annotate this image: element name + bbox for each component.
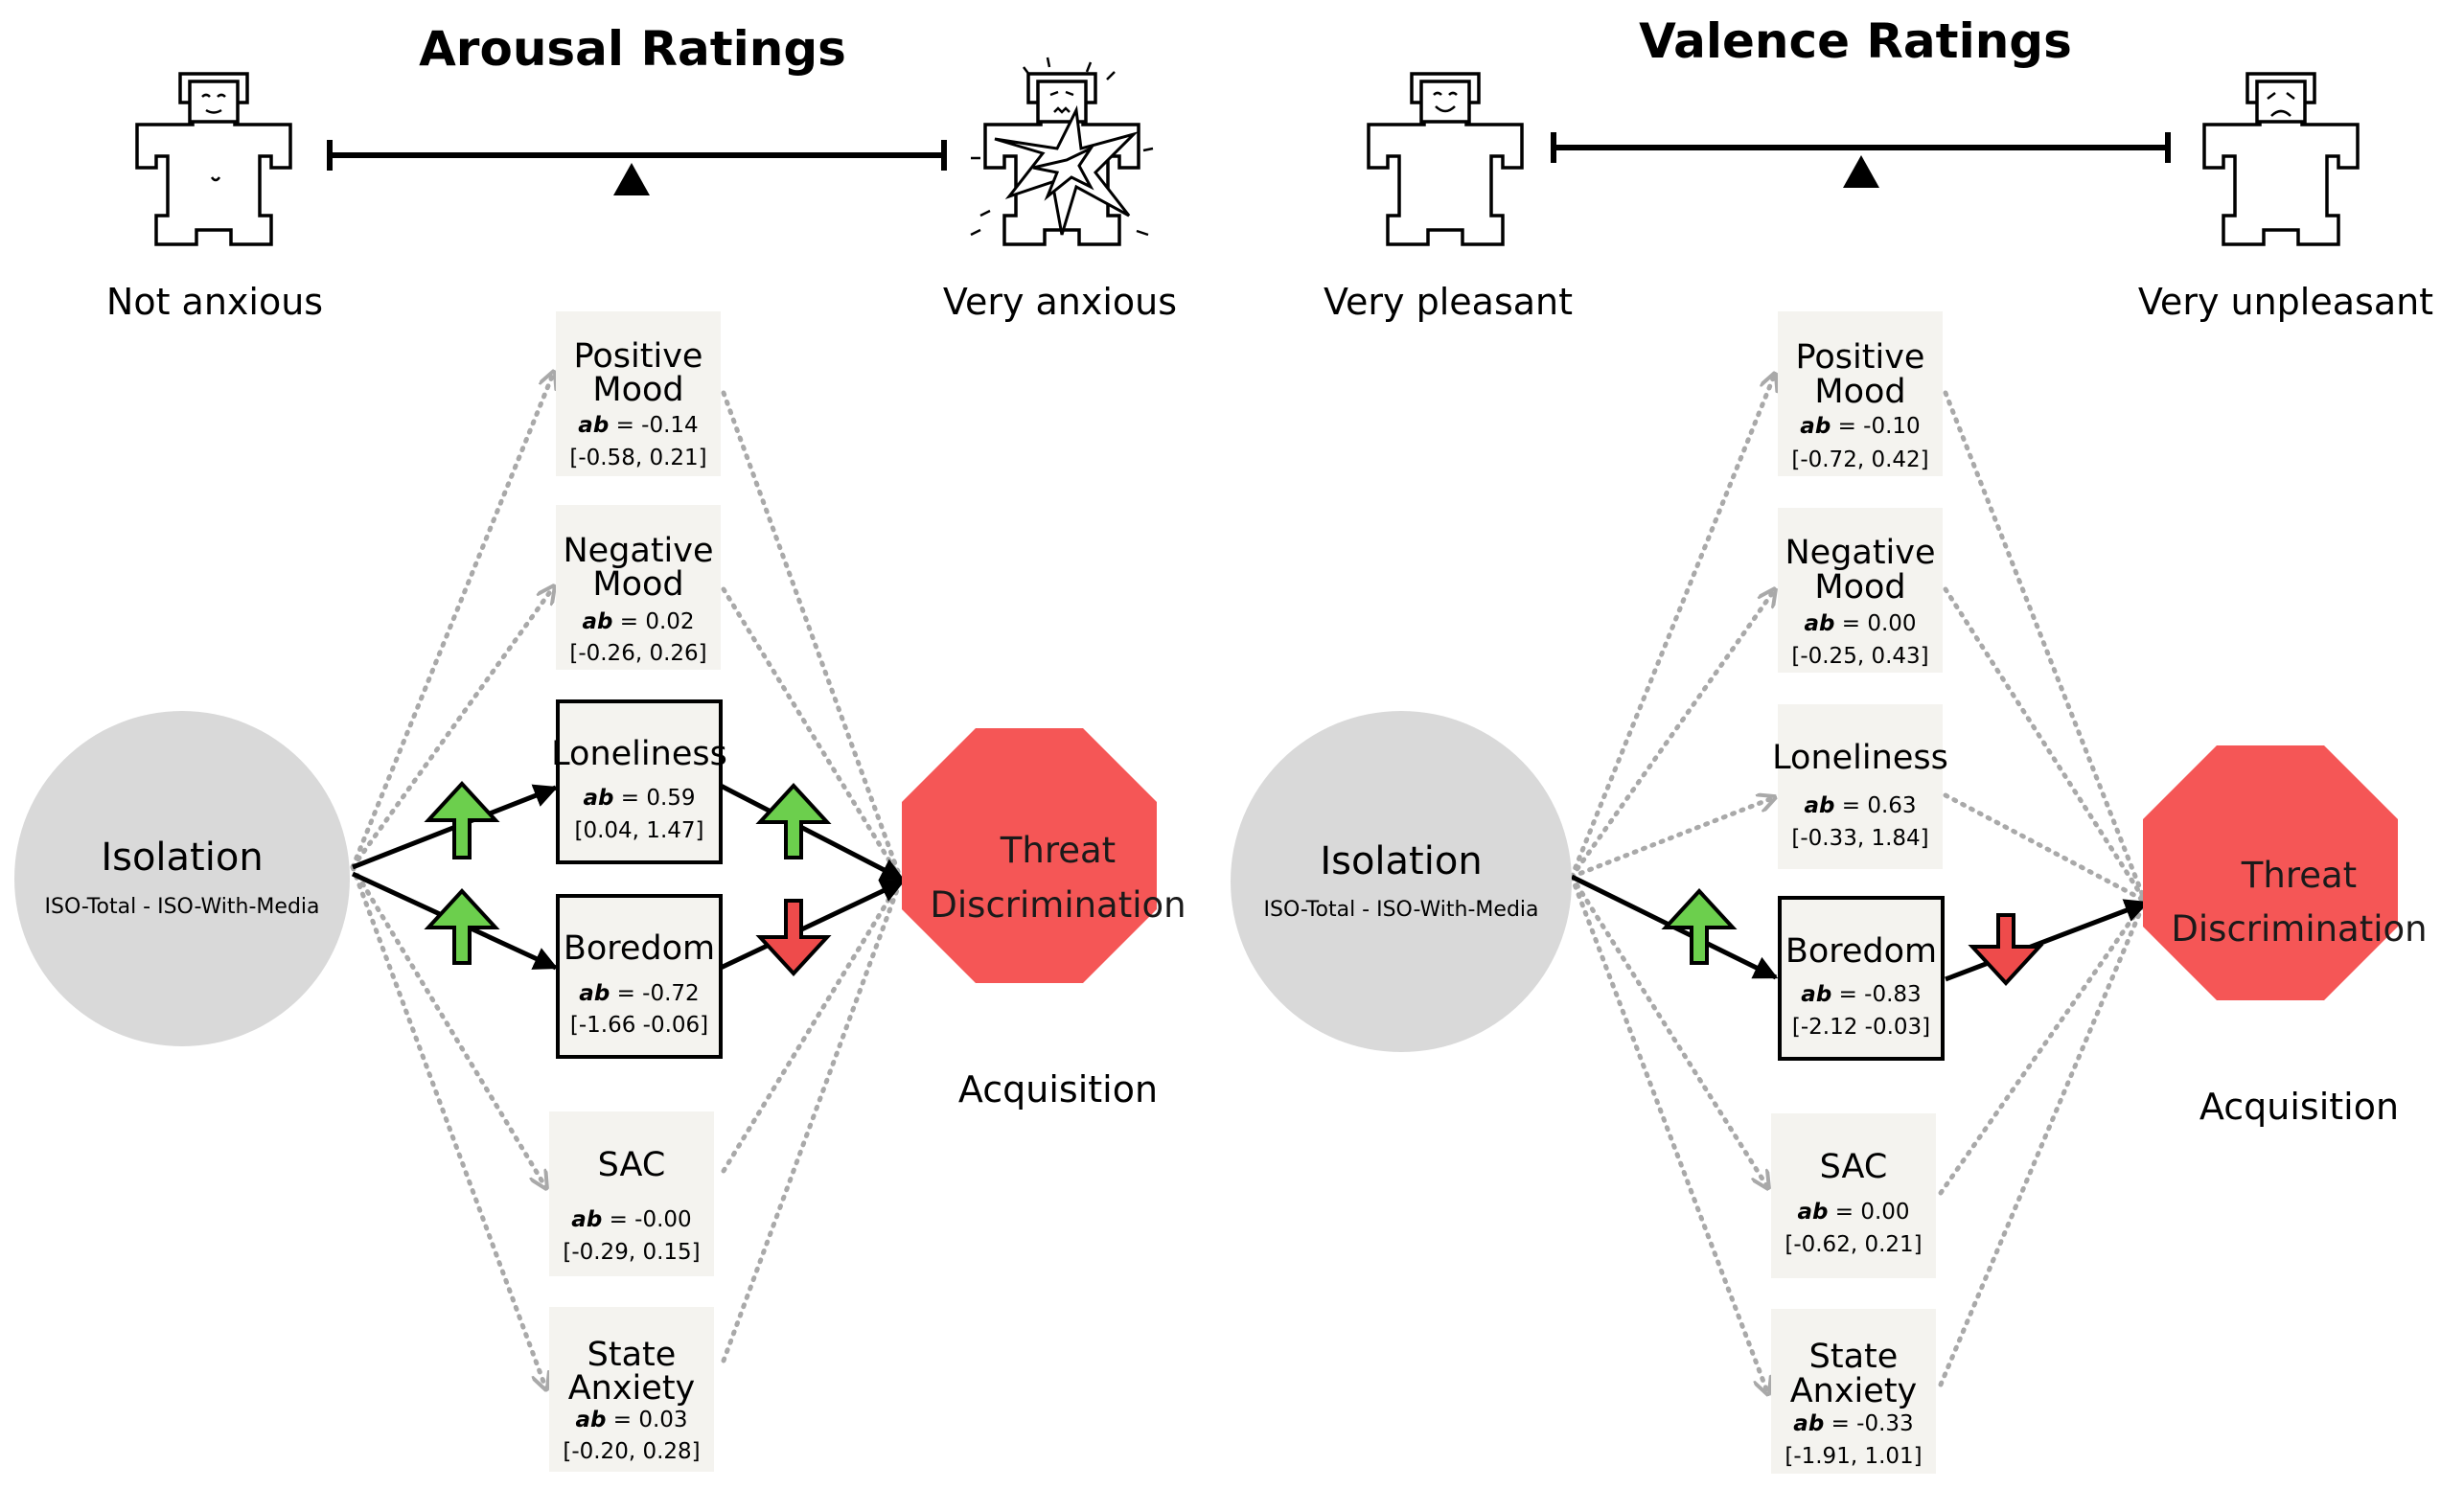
up-arrow-icon bbox=[424, 781, 500, 859]
scale-left-label: Very pleasant bbox=[1324, 281, 1573, 323]
mediator-boredom: Boredom ab = -0.72 [-1.66 -0.06] bbox=[556, 894, 723, 1059]
dotted-paths-in bbox=[1569, 374, 1775, 1394]
isolation-label: Isolation bbox=[101, 836, 263, 880]
mediator-name-line1: Loneliness bbox=[551, 735, 727, 773]
dotted-paths-in bbox=[350, 372, 554, 1389]
mediator-name-line1: Negative bbox=[563, 532, 713, 570]
mediator-ab: ab = -0.14 bbox=[578, 413, 698, 438]
mediator-name-line2: Anxiety bbox=[568, 1369, 696, 1408]
effect-arrows bbox=[1661, 888, 2044, 986]
threat-label-line2: Discrimination bbox=[2171, 908, 2427, 950]
mediator-name-line2: Mood bbox=[592, 565, 683, 604]
scale-left-label: Not anxious bbox=[106, 281, 323, 323]
mediator-ci: [-0.33, 1.84] bbox=[1791, 826, 1928, 851]
mediator-ab: ab = 0.63 bbox=[1804, 793, 1916, 818]
dotted-paths-out bbox=[721, 390, 904, 1363]
isolation-node: Isolation ISO-Total - ISO-With-Media bbox=[1231, 711, 1572, 1052]
mediator-negative-mood: Negative Mood ab = 0.00 [-0.25, 0.43] bbox=[1778, 508, 1943, 673]
mediator-ab: ab = -0.33 bbox=[1793, 1411, 1913, 1436]
mediator-boredom: Boredom ab = -0.83 [-2.12 -0.03] bbox=[1778, 896, 1945, 1061]
mediator-ci: [-0.29, 0.15] bbox=[563, 1240, 700, 1265]
calm-figure-icon bbox=[135, 72, 292, 246]
mediator-ci: [-0.25, 0.43] bbox=[1791, 644, 1928, 669]
mediator-positive-mood: Positive Mood ab = -0.14 [-0.58, 0.21] bbox=[556, 311, 721, 476]
mediator-ci: [-1.66 -0.06] bbox=[570, 1013, 708, 1038]
mediator-name-line1: State bbox=[587, 1336, 677, 1374]
mediator-ab: ab = -0.10 bbox=[1800, 414, 1920, 439]
mediator-name-line2: Mood bbox=[592, 371, 683, 409]
mediator-ab: ab = -0.72 bbox=[579, 981, 699, 1006]
valence-panel: Valence Ratings Very pleasant Very unple… bbox=[1231, 13, 2433, 1474]
threat-node: Threat Discrimination bbox=[2143, 745, 2428, 1000]
isolation-sublabel: ISO-Total - ISO-With-Media bbox=[1264, 898, 1539, 922]
mediator-state-anxiety: State Anxiety ab = -0.33 [-1.91, 1.01] bbox=[1771, 1309, 1936, 1474]
mediator-ci: [-1.91, 1.01] bbox=[1785, 1444, 1922, 1469]
scale-marker-triangle bbox=[1843, 155, 1879, 188]
down-arrow-icon bbox=[755, 899, 832, 976]
threat-label-line2: Discrimination bbox=[930, 884, 1186, 926]
scale-marker-triangle bbox=[613, 163, 650, 195]
mediator-loneliness: Loneliness ab = 0.63 [-0.33, 1.84] bbox=[1772, 704, 1948, 869]
up-arrow-icon bbox=[755, 783, 832, 859]
up-arrow-icon bbox=[424, 888, 500, 965]
outcome-label: Acquisition bbox=[2199, 1086, 2399, 1128]
mediator-sac: SAC ab = -0.00 [-0.29, 0.15] bbox=[549, 1111, 714, 1276]
isolation-label: Isolation bbox=[1320, 839, 1482, 883]
mediator-name-line1: SAC bbox=[1820, 1148, 1888, 1186]
threat-node: Threat Discrimination bbox=[902, 728, 1186, 983]
mediator-ci: [-0.62, 0.21] bbox=[1785, 1232, 1922, 1257]
mediator-name-line1: Negative bbox=[1785, 534, 1935, 572]
mediator-ab: ab = 0.02 bbox=[582, 609, 694, 634]
threat-label-line1: Threat bbox=[2241, 855, 2357, 896]
arousal-panel: Arousal Ratings Not anxious Very anxious bbox=[14, 21, 1186, 1472]
mediator-ab: ab = -0.00 bbox=[571, 1207, 691, 1232]
mediator-ab: ab = -0.83 bbox=[1801, 982, 1921, 1007]
mediator-positive-mood: Positive Mood ab = -0.10 [-0.72, 0.42] bbox=[1778, 311, 1943, 476]
threat-label-line1: Threat bbox=[1000, 830, 1116, 871]
mediator-ci: [-0.72, 0.42] bbox=[1791, 447, 1928, 472]
mediator-ci: [0.04, 1.47] bbox=[575, 818, 704, 843]
mediator-ci: [-0.20, 0.28] bbox=[563, 1439, 700, 1464]
effect-arrows bbox=[424, 781, 832, 976]
mediator-negative-mood: Negative Mood ab = 0.02 [-0.26, 0.26] bbox=[556, 505, 721, 670]
mediator-ci: [-0.58, 0.21] bbox=[569, 446, 706, 470]
valence-title: Valence Ratings bbox=[1639, 13, 2072, 69]
dotted-paths-out bbox=[1938, 390, 2148, 1387]
mediator-name-line1: State bbox=[1809, 1338, 1899, 1376]
happy-figure-icon bbox=[1367, 72, 1524, 246]
mediator-ci: [-2.12 -0.03] bbox=[1792, 1015, 1930, 1040]
sad-figure-icon bbox=[2202, 72, 2360, 246]
mediator-name-line1: Boredom bbox=[1785, 932, 1937, 971]
scale-right-label: Very anxious bbox=[943, 281, 1177, 323]
arousal-scale bbox=[327, 140, 947, 195]
mediator-state-anxiety: State Anxiety ab = 0.03 [-0.20, 0.28] bbox=[549, 1307, 714, 1472]
mediator-name-line1: SAC bbox=[598, 1146, 666, 1184]
down-arrow-icon bbox=[1968, 913, 2044, 986]
scale-right-label: Very unpleasant bbox=[2138, 281, 2433, 323]
mediator-name-line2: Mood bbox=[1814, 568, 1905, 607]
mediator-name-line2: Mood bbox=[1814, 373, 1905, 411]
valence-scale bbox=[1551, 132, 2171, 188]
mediator-name-line1: Positive bbox=[1796, 338, 1925, 377]
mediator-name-line1: Positive bbox=[574, 337, 703, 376]
mediator-ci: [-0.26, 0.26] bbox=[569, 641, 706, 666]
up-arrow-icon bbox=[1661, 888, 1738, 965]
mediator-ab: ab = 0.00 bbox=[1804, 611, 1916, 636]
isolation-sublabel: ISO-Total - ISO-With-Media bbox=[45, 895, 320, 919]
isolation-node: Isolation ISO-Total - ISO-With-Media bbox=[14, 711, 350, 1046]
outcome-label: Acquisition bbox=[958, 1068, 1158, 1111]
mediator-name-line1: Boredom bbox=[564, 929, 715, 968]
mediator-name-line1: Loneliness bbox=[1772, 739, 1948, 777]
anxious-figure-icon bbox=[970, 57, 1154, 246]
mediator-ab: ab = 0.00 bbox=[1797, 1200, 1909, 1225]
mediator-ab: ab = 0.59 bbox=[583, 786, 695, 811]
arousal-title: Arousal Ratings bbox=[419, 21, 846, 77]
mediator-sac: SAC ab = 0.00 [-0.62, 0.21] bbox=[1771, 1113, 1936, 1278]
mediator-ab: ab = 0.03 bbox=[575, 1408, 687, 1432]
mediator-name-line2: Anxiety bbox=[1790, 1372, 1918, 1410]
mediator-loneliness: Loneliness ab = 0.59 [0.04, 1.47] bbox=[551, 699, 727, 864]
